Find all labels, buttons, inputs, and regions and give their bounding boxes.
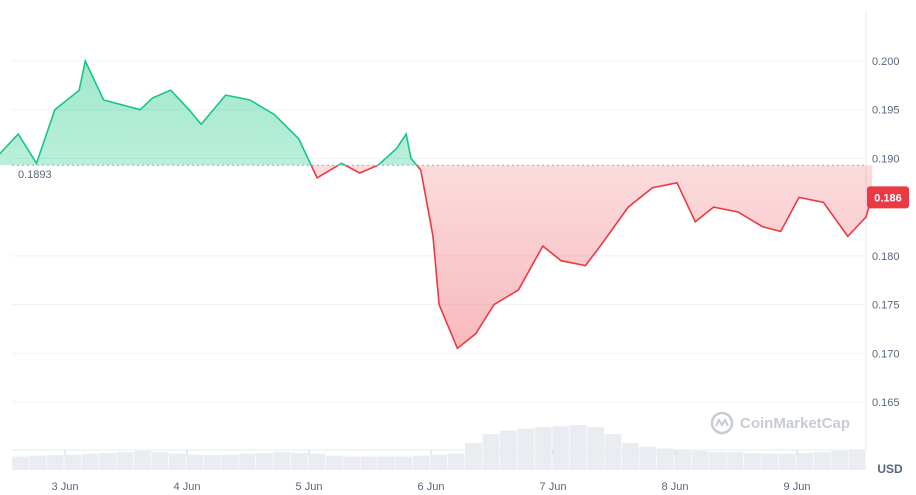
volume-bar xyxy=(256,452,273,470)
volume-bar xyxy=(569,425,587,470)
volume-bar xyxy=(709,452,726,470)
volume-bar xyxy=(395,456,413,470)
volume-bar xyxy=(517,428,535,470)
volume-bar xyxy=(168,453,186,470)
volume-bar xyxy=(99,452,116,470)
volume-bar xyxy=(500,430,517,470)
volume-bar xyxy=(674,450,692,470)
line-above-baseline xyxy=(0,58,418,166)
volume-bar xyxy=(378,456,395,470)
y-axis: 0.200 0.195 0.190 0.180 0.175 0.170 0.165 xyxy=(872,56,900,409)
x-axis: 3 Jun 4 Jun 5 Jun 6 Jun 7 Jun 8 Jun 9 Jun xyxy=(52,450,811,493)
x-tick-label: 5 Jun xyxy=(296,481,323,493)
y-tick-label: 0.175 xyxy=(872,300,900,312)
x-tick-label: 6 Jun xyxy=(418,481,445,493)
axis-unit-label: USD xyxy=(877,462,903,476)
volume-bar xyxy=(604,434,622,470)
price-area xyxy=(0,61,873,349)
volume-bar xyxy=(360,456,378,470)
volume-bar xyxy=(848,450,866,470)
volume-bar xyxy=(778,453,796,470)
volume-bar xyxy=(744,452,761,470)
volume-bar xyxy=(691,451,709,470)
volume-bar xyxy=(325,455,343,470)
volume-bar xyxy=(203,455,221,470)
volume-bar xyxy=(290,452,308,470)
volume-bar xyxy=(308,453,326,470)
volume-bar xyxy=(29,455,47,470)
area-above-baseline xyxy=(0,61,873,166)
coinmarketcap-logo-icon xyxy=(710,411,734,435)
volume-bar xyxy=(12,456,29,470)
volume-bar xyxy=(447,453,465,470)
y-tick-label: 0.190 xyxy=(872,153,900,165)
volume-bar xyxy=(622,443,639,470)
volume-bar xyxy=(116,452,134,470)
volume-bar xyxy=(761,453,779,470)
volume-bar xyxy=(81,453,99,470)
volume-bar xyxy=(46,455,64,470)
baseline-value-label: 0.1893 xyxy=(18,169,52,181)
area-below-baseline xyxy=(311,165,873,349)
x-tick-label: 3 Jun xyxy=(52,481,79,493)
volume-bar xyxy=(813,452,831,470)
current-price-badge xyxy=(867,186,909,209)
baseline: 0.1893 0.186 xyxy=(12,164,909,209)
volume-bar xyxy=(134,451,151,470)
volume-bar xyxy=(221,454,238,470)
volume-bar xyxy=(534,427,552,470)
current-price-label: 0.186 xyxy=(874,192,902,204)
volume-bar xyxy=(587,427,604,470)
volume-bar xyxy=(831,451,848,470)
volume-bar xyxy=(726,452,744,470)
y-tick-label: 0.170 xyxy=(872,348,900,360)
volume-bar xyxy=(796,452,814,470)
y-tick-label: 0.180 xyxy=(872,251,900,263)
y-tick-label: 0.200 xyxy=(872,56,900,68)
volume-bar xyxy=(430,454,448,470)
watermark-text: CoinMarketCap xyxy=(740,415,850,432)
volume-bar xyxy=(273,452,291,470)
volume-bar xyxy=(186,454,204,470)
y-tick-label: 0.165 xyxy=(872,397,900,409)
x-tick-label: 8 Jun xyxy=(662,481,689,493)
volume-bar xyxy=(64,454,82,470)
price-line xyxy=(0,58,873,350)
volume-bar xyxy=(552,426,570,470)
line-below-baseline xyxy=(310,165,873,350)
volume-bars xyxy=(12,425,866,470)
x-tick-label: 4 Jun xyxy=(174,481,201,493)
volume-bar xyxy=(238,453,256,470)
volume-bar xyxy=(656,448,674,470)
volume-bar xyxy=(465,443,482,470)
watermark: CoinMarketCap xyxy=(710,411,850,435)
volume-bar xyxy=(639,446,657,470)
volume-bar xyxy=(412,455,430,470)
volume-bar xyxy=(343,456,360,470)
y-tick-label: 0.195 xyxy=(872,105,900,117)
x-tick-label: 9 Jun xyxy=(784,481,811,493)
volume-bar xyxy=(482,434,500,470)
volume-bar xyxy=(151,452,169,470)
x-tick-label: 7 Jun xyxy=(540,481,567,493)
